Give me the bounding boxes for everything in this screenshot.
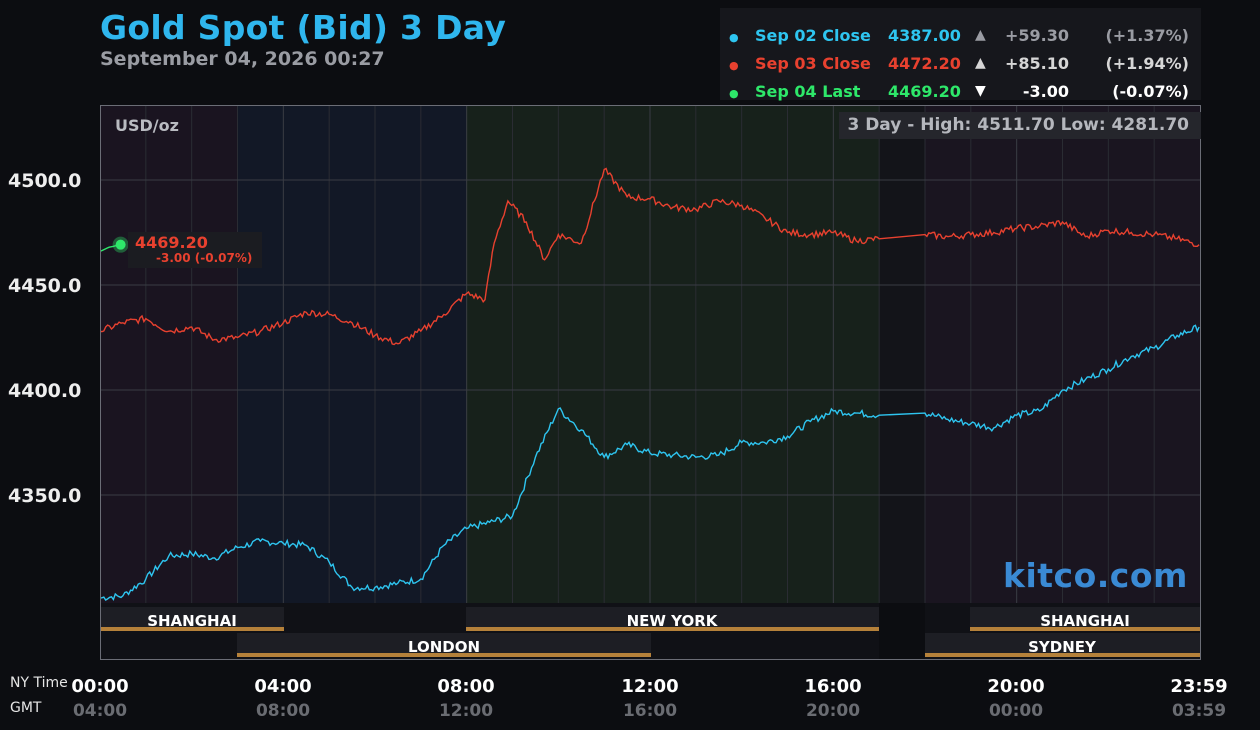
legend-percent: (+1.94%) [1105, 54, 1189, 73]
legend-price: 4469.20 [888, 82, 961, 101]
up-arrow-icon: ▲ [975, 55, 986, 71]
x-tick-ny: 08:00 [437, 676, 495, 697]
legend-change: +85.10 [1004, 54, 1069, 73]
legend-percent: (-0.07%) [1112, 82, 1189, 101]
price-chart: SHANGHAI NEW YORK SHANGHAI LONDON SYDNEY [100, 105, 1201, 660]
series-line-sep-03-close [100, 167, 1200, 346]
y-tick-label: 4450.0 [8, 275, 82, 297]
legend-change: +59.30 [1004, 26, 1069, 45]
sep03-dot-icon: ● [729, 59, 739, 72]
legend-price: 4472.20 [888, 54, 961, 73]
last-change-label: -3.00 (-0.07%) [156, 251, 253, 265]
closed-session-shade [879, 105, 925, 603]
legend-name: Sep 03 Close [755, 54, 871, 73]
series-line-sep-02-close [100, 324, 1200, 602]
newyork-session-shade [466, 105, 879, 603]
shanghai-bar-2-line [970, 627, 1201, 631]
session-gap [879, 603, 925, 660]
x-tick-gmt: 04:00 [72, 701, 128, 721]
y-tick-label: 4500.0 [8, 170, 82, 192]
x-tick-gmt: 12:00 [438, 701, 494, 721]
newyork-bar-line [466, 627, 879, 631]
shanghai-session-shade [100, 105, 237, 603]
unit-label: USD/oz [115, 116, 179, 135]
legend-price: 4387.00 [888, 26, 961, 45]
x-tick-gmt: 03:59 [1171, 701, 1227, 721]
london-bar-line [237, 653, 651, 657]
legend-name: Sep 04 Last [755, 82, 861, 101]
x-tick-gmt: 16:00 [622, 701, 678, 721]
last-price-marker [115, 239, 126, 250]
down-arrow-icon: ▼ [975, 83, 986, 99]
up-arrow-icon: ▲ [975, 27, 986, 43]
x-tick-ny: 16:00 [804, 676, 862, 697]
kitco-watermark: kitco.com [1003, 556, 1188, 595]
x-tick-gmt: 00:00 [988, 701, 1044, 721]
legend-panel: ● Sep 02 Close 4387.00 ▲ +59.30 (+1.37%)… [720, 8, 1201, 101]
sydney-label: SYDNEY [1028, 638, 1097, 656]
last-price-box [128, 232, 262, 268]
x-tick-ny: 23:59 [1170, 676, 1228, 697]
shanghai-bar-1-line [100, 627, 284, 631]
legend-row-sep04: ● Sep 04 Last 4469.20 ▼ -3.00 (-0.07%) [720, 82, 1201, 106]
x-tick-gmt: 20:00 [805, 701, 861, 721]
x-tick-ny: 00:00 [71, 676, 129, 697]
sydney-bar-line [925, 653, 1201, 657]
sep02-dot-icon: ● [729, 31, 739, 44]
chart-datetime: September 04, 2026 00:27 [100, 48, 385, 70]
legend-row-sep02: ● Sep 02 Close 4387.00 ▲ +59.30 (+1.37%) [720, 26, 1201, 50]
y-tick-label: 4350.0 [8, 485, 82, 507]
ny-time-label: NY Time [10, 675, 68, 691]
london-label: LONDON [408, 638, 480, 656]
grid-lines [100, 105, 1201, 660]
shanghai-label-2: SHANGHAI [1040, 612, 1130, 630]
legend-percent: (+1.37%) [1105, 26, 1189, 45]
x-tick-ny: 12:00 [621, 676, 679, 697]
series-lines [100, 167, 1200, 602]
newyork-label: NEW YORK [627, 612, 719, 630]
range-high-low: 3 Day - High: 4511.70 Low: 4281.70 [839, 112, 1201, 139]
legend-row-sep03: ● Sep 03 Close 4472.20 ▲ +85.10 (+1.94%) [720, 54, 1201, 78]
plot-border [100, 105, 1201, 660]
x-tick-ny: 20:00 [987, 676, 1045, 697]
legend-name: Sep 02 Close [755, 26, 871, 45]
x-tick-ny: 04:00 [254, 676, 312, 697]
last-price-label: 4469.20 [135, 233, 208, 252]
chart-title: Gold Spot (Bid) 3 Day [100, 8, 507, 47]
london-session-shade [237, 105, 466, 603]
sep04-dot-icon: ● [729, 87, 739, 100]
gmt-label: GMT [10, 700, 42, 716]
shanghai-label-1: SHANGHAI [147, 612, 237, 630]
x-tick-gmt: 08:00 [255, 701, 311, 721]
legend-change: -3.00 [1022, 82, 1069, 101]
y-tick-label: 4400.0 [8, 380, 82, 402]
